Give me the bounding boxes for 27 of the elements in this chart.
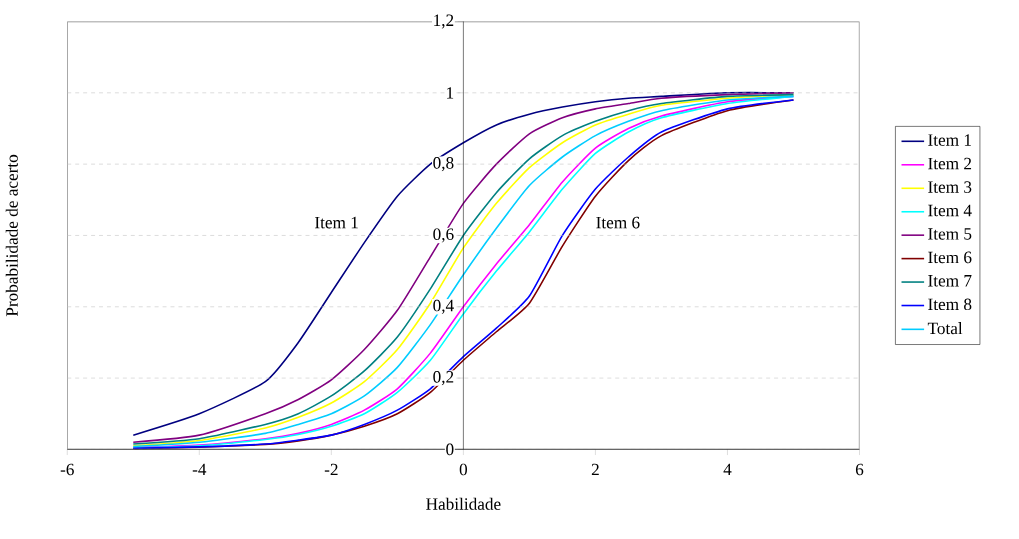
x-tick-label: 0 xyxy=(459,463,468,476)
x-tick-label: 6 xyxy=(855,463,864,476)
y-tick-label: 0 xyxy=(446,443,454,456)
y-tick-label: 0,4 xyxy=(433,299,454,314)
y-tick-label: 1,2 xyxy=(434,14,454,29)
y-tick-label: 0,2 xyxy=(433,371,454,386)
x-tick-label: -2 xyxy=(324,463,338,476)
x-tick-label: 4 xyxy=(723,463,732,476)
y-tick-label: 0,8 xyxy=(433,157,454,172)
legend-label: Item 1 xyxy=(928,134,971,146)
x-tick-label: 2 xyxy=(591,463,599,476)
legend-label: Item 3 xyxy=(928,181,972,193)
x-axis-title: Habilidade xyxy=(426,497,501,510)
annotation: Item 6 xyxy=(596,216,640,229)
legend-label: Item 6 xyxy=(928,251,972,264)
legend-label: Item 7 xyxy=(928,275,972,287)
y-tick-label: 0,6 xyxy=(433,228,454,243)
x-tick-label: -6 xyxy=(60,463,74,476)
y-axis-title: Probabilidade de acerto xyxy=(5,155,18,317)
legend-label: Item 2 xyxy=(928,157,972,170)
annotation: Item 1 xyxy=(315,216,358,229)
legend-label: Total xyxy=(927,322,963,335)
legend-label: Item 5 xyxy=(928,228,972,240)
x-tick-label: -4 xyxy=(192,463,207,476)
legend-label: Item 8 xyxy=(928,298,972,311)
legend-label: Item 4 xyxy=(928,204,972,217)
y-tick-label: 1 xyxy=(447,87,454,99)
